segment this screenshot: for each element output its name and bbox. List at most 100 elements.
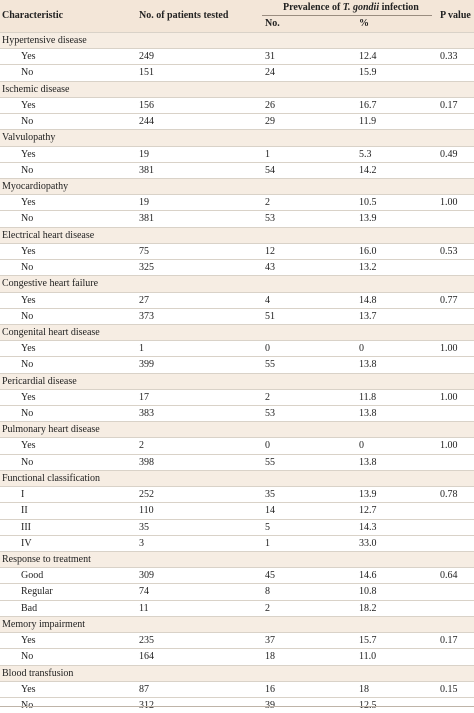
patients-tested: 249: [139, 51, 154, 63]
patients-tested: 398: [139, 456, 154, 468]
row-label: No: [21, 456, 34, 468]
group-label: Hypertensive disease: [2, 35, 87, 46]
infected-percent: 18.2: [359, 602, 377, 614]
table-row: Yes 235 37 15.7 0.17: [0, 632, 474, 648]
row-label: Yes: [21, 197, 36, 209]
row-label: No: [21, 262, 34, 274]
row-label: No: [21, 408, 34, 420]
group-row: Congenital heart disease: [0, 323, 474, 341]
row-label: Yes: [21, 245, 36, 257]
group-row: Memory impairment: [0, 615, 474, 633]
infected-percent: 14.8: [359, 294, 377, 306]
patients-tested: 74: [139, 586, 149, 598]
col-percent-header: %: [359, 18, 369, 29]
infected-count: 18: [265, 651, 275, 663]
table-row: Yes 156 26 16.7 0.17: [0, 96, 474, 113]
infected-percent: 13.2: [359, 262, 377, 274]
patients-tested: 399: [139, 359, 154, 371]
row-label: Good: [21, 570, 44, 582]
row-label: Yes: [21, 51, 36, 63]
header-divider: [262, 15, 432, 16]
row-label: Bad: [21, 602, 38, 614]
row-label: Yes: [21, 148, 36, 160]
infected-percent: 0: [359, 343, 364, 355]
infected-percent: 10.8: [359, 586, 377, 598]
infected-count: 54: [265, 164, 275, 176]
patients-tested: 252: [139, 489, 154, 501]
table-row: Good 309 45 14.6 0.64: [0, 567, 474, 583]
row-label: II: [21, 505, 28, 517]
group-row: Response to treatment: [0, 551, 474, 568]
patients-tested: 19: [139, 197, 149, 209]
infected-percent: 11.9: [359, 116, 377, 128]
p-value: 0.17: [440, 635, 458, 647]
patients-tested: 235: [139, 635, 154, 647]
infected-count: 31: [265, 51, 275, 63]
infected-percent: 13.8: [359, 359, 377, 371]
table-row: I 252 35 13.9 0.78: [0, 486, 474, 502]
table-row: No 398 55 13.8: [0, 453, 474, 470]
table-body: Hypertensive disease Yes 249 31 12.4 0.33 No 15…: [0, 32, 474, 713]
infected-count: 43: [265, 262, 275, 274]
row-label: No: [21, 651, 34, 663]
p-value: 0.49: [440, 148, 458, 160]
table-row: Yes 87 16 18 0.15: [0, 680, 474, 697]
p-value: 1.00: [440, 197, 458, 209]
infected-percent: 11.8: [359, 391, 377, 403]
infected-count: 39: [265, 699, 275, 711]
row-label: Yes: [21, 343, 36, 355]
row-label: No: [21, 213, 34, 225]
p-value: 0.17: [440, 99, 458, 111]
table-row: III 35 5 14.3: [0, 518, 474, 535]
row-label: No: [21, 359, 34, 371]
group-row: Valvulopathy: [0, 129, 474, 146]
infected-count: 2: [265, 391, 270, 403]
row-label: Yes: [21, 391, 36, 403]
table-row: Yes 2 0 0 1.00: [0, 437, 474, 453]
patients-tested: 373: [139, 310, 154, 322]
infected-count: 37: [265, 635, 275, 647]
infected-percent: 13.7: [359, 310, 377, 322]
table-row: Yes 17 2 11.8 1.00: [0, 388, 474, 405]
table-row: No 312 39 12.5: [0, 696, 474, 713]
p-value: 0.64: [440, 570, 458, 582]
infected-count: 26: [265, 99, 275, 111]
group-row: Pericardial disease: [0, 372, 474, 389]
infected-count: 35: [265, 489, 275, 501]
table-row: Yes 19 2 10.5 1.00: [0, 194, 474, 210]
p-value: 0.15: [440, 683, 458, 695]
infected-percent: 5.3: [359, 148, 372, 160]
group-label: Valvulopathy: [2, 132, 56, 144]
infected-count: 45: [265, 570, 275, 582]
infected-count: 53: [265, 213, 275, 225]
infected-percent: 12.4: [359, 51, 377, 63]
infected-count: 55: [265, 456, 275, 468]
infected-percent: 14.6: [359, 570, 377, 582]
col-pvalue-header: P value: [440, 10, 471, 21]
group-label: Pulmonary heart disease: [2, 424, 100, 436]
patients-tested: 11: [139, 602, 149, 614]
row-label: No: [21, 116, 34, 128]
patients-tested: 151: [139, 67, 154, 79]
patients-tested: 17: [139, 391, 149, 403]
infected-percent: 33.0: [359, 537, 377, 549]
p-value: 0.53: [440, 245, 458, 257]
table-row: Yes 27 4 14.8 0.77: [0, 291, 474, 308]
table-row: No 164 18 11.0: [0, 648, 474, 664]
infected-count: 4: [265, 294, 270, 306]
patients-tested: 27: [139, 294, 149, 306]
group-row: Functional classification: [0, 469, 474, 487]
infected-count: 0: [265, 343, 270, 355]
row-label: IV: [21, 537, 32, 549]
infected-count: 2: [265, 197, 270, 209]
table-row: Regular 74 8 10.8: [0, 583, 474, 599]
group-label: Pericardial disease: [2, 375, 77, 387]
p-value: 0.78: [440, 489, 458, 501]
group-label: Electrical heart disease: [2, 229, 95, 241]
table-row: No 381 54 14.2: [0, 161, 474, 178]
group-label: Ischemic disease: [2, 83, 70, 95]
group-label: Congestive heart failure: [2, 278, 99, 290]
table-row: No 383 53 13.8: [0, 405, 474, 421]
prevalence-organism: T. gondii: [342, 2, 380, 13]
infected-count: 2: [265, 602, 270, 614]
